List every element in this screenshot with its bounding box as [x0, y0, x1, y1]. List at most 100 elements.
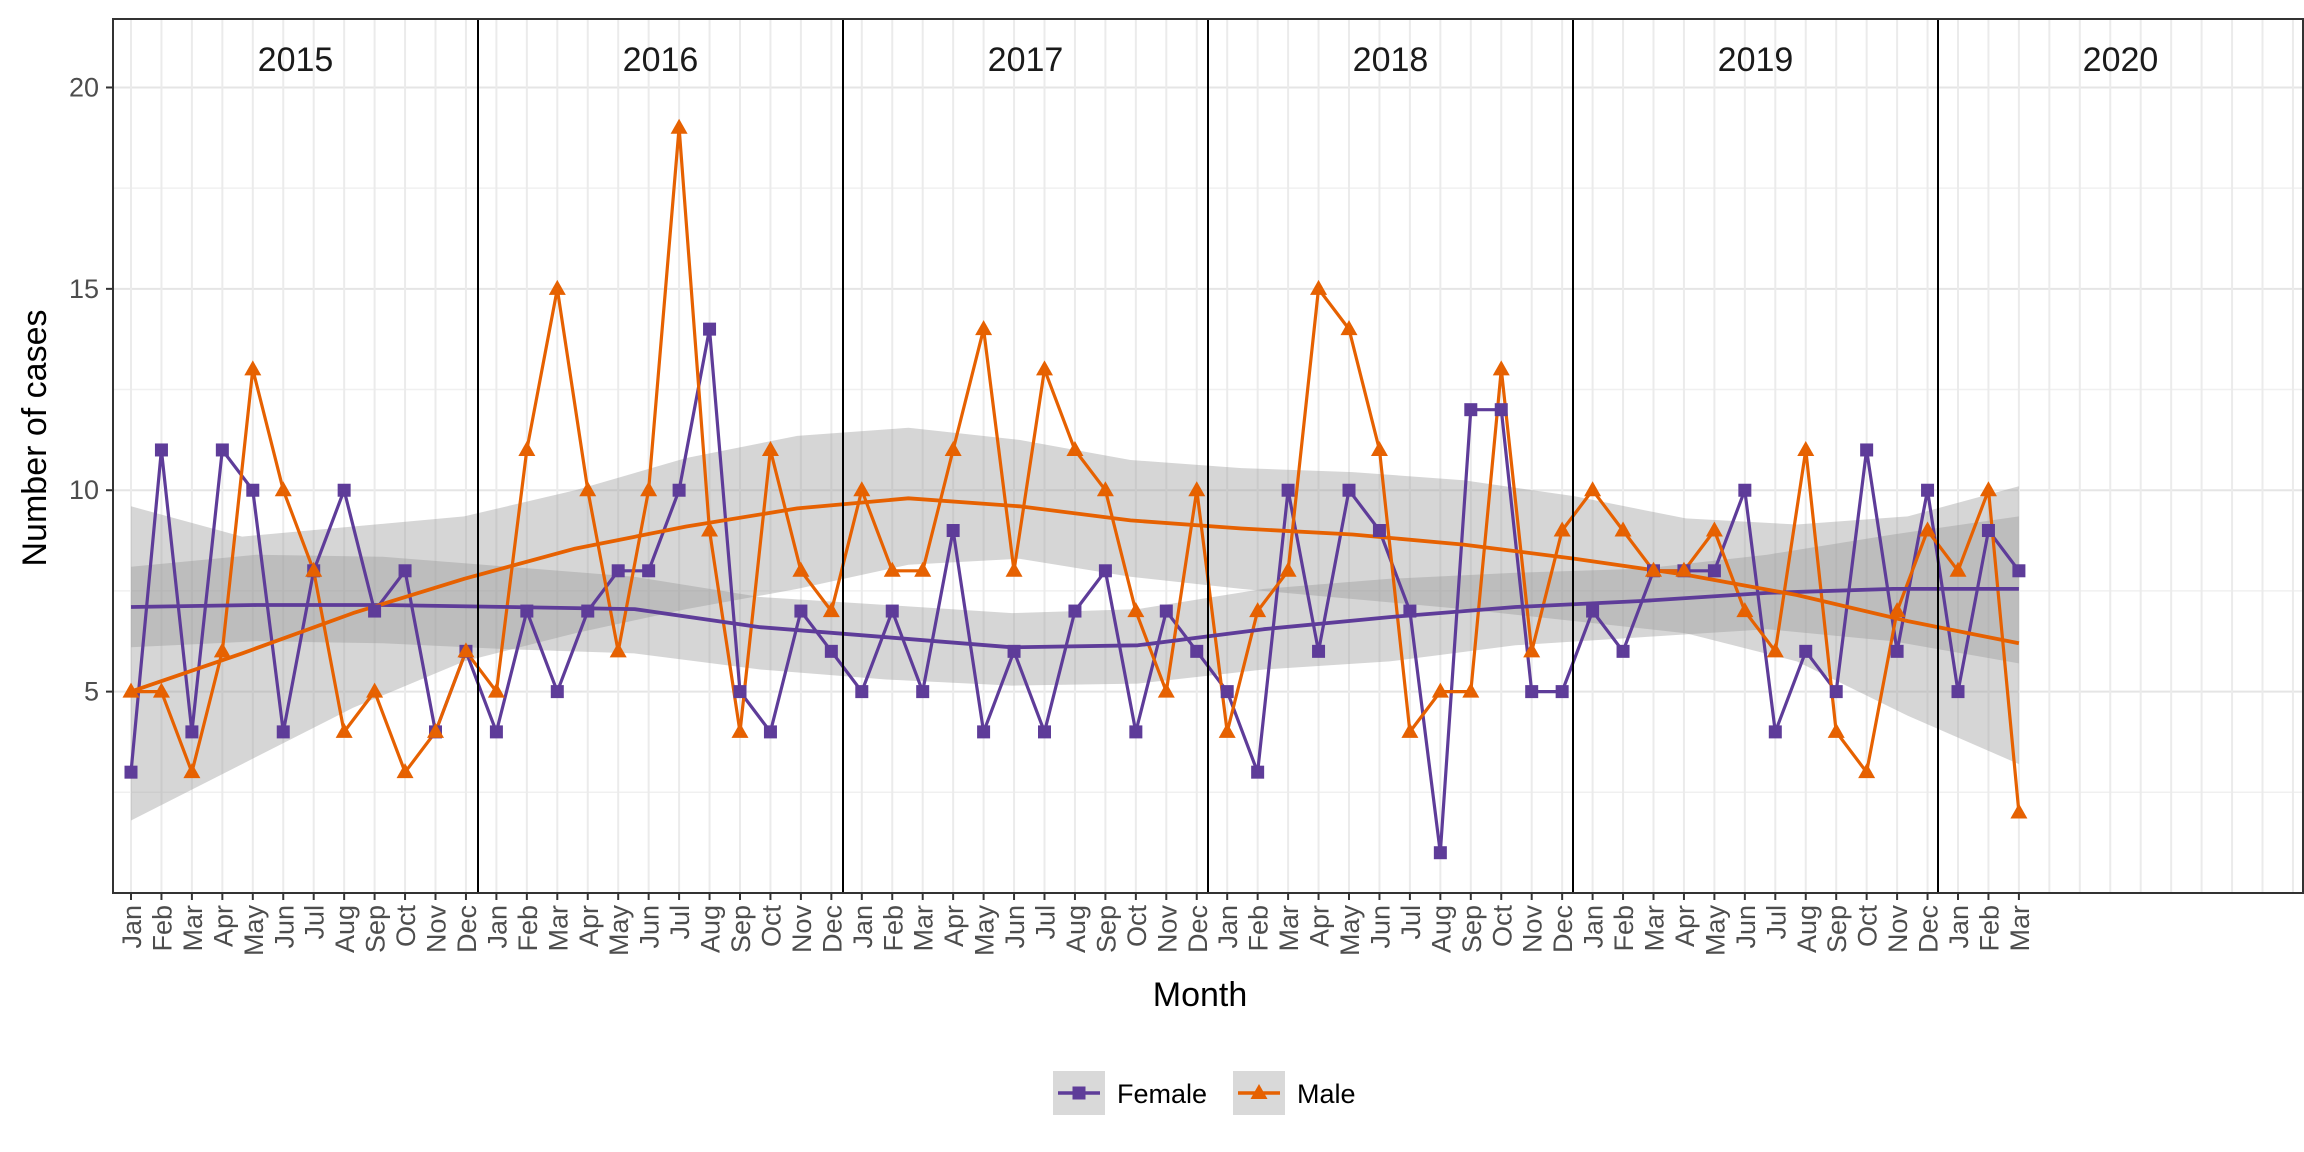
- x-tick-label: Aug: [1792, 905, 1822, 953]
- panel-label: 2017: [988, 41, 1064, 79]
- x-tick-label: Jun: [1731, 905, 1761, 949]
- data-point-male: [1370, 440, 1388, 456]
- data-point-female: [246, 483, 260, 497]
- x-tick-label: Nov: [1152, 905, 1182, 954]
- data-point-male: [1858, 763, 1876, 779]
- data-point-female: [1738, 483, 1752, 497]
- x-tick-label: May: [604, 905, 634, 957]
- data-point-male: [1096, 481, 1114, 497]
- x-tick-label: Nov: [1883, 905, 1913, 954]
- x-axis-title: Month: [1153, 976, 1248, 1014]
- data-point-female: [703, 322, 717, 336]
- data-point-male: [1249, 602, 1267, 618]
- data-point-female: [1494, 403, 1508, 417]
- data-point-male: [1462, 682, 1480, 698]
- data-point-male: [1218, 722, 1236, 738]
- legend-key-marker-male: [1250, 1084, 1268, 1099]
- data-point-female: [1890, 644, 1904, 658]
- plot-border: [112, 18, 2304, 894]
- data-point-female: [855, 685, 869, 699]
- data-point-male: [152, 682, 170, 698]
- x-tick-label: Aug: [330, 905, 360, 953]
- data-point-male: [1705, 521, 1723, 537]
- data-point-female: [824, 644, 838, 658]
- data-point-male: [1645, 561, 1662, 577]
- data-point-female: [276, 725, 290, 739]
- x-tick-label: Apr: [1670, 905, 1700, 947]
- data-point-male: [518, 440, 536, 456]
- data-point-male: [1584, 481, 1602, 497]
- x-axis: Jan Feb Mar Apr May Jun Jul Aug Sep Oct Nov Dec Jan F…: [117, 893, 2035, 956]
- data-point-female: [185, 725, 199, 739]
- data-point-male: [1157, 682, 1175, 698]
- data-point-female: [1251, 765, 1265, 779]
- data-point-male: [1492, 360, 1510, 376]
- x-tick-label: Jun: [635, 905, 665, 949]
- x-tick-label: Jun: [1365, 905, 1395, 949]
- data-point-male: [1979, 481, 1997, 497]
- data-point-male: [792, 561, 810, 577]
- data-point-male: [1188, 481, 1206, 497]
- data-point-male: [1736, 602, 1754, 618]
- trend-lines: [130, 496, 2020, 694]
- x-tick-label: Sep: [1457, 905, 1487, 953]
- x-tick-label: Jan: [117, 905, 147, 949]
- x-tick-label: Sep: [1091, 905, 1121, 953]
- data-point-female: [1433, 846, 1447, 860]
- data-point-male: [548, 279, 566, 295]
- data-point-female: [977, 725, 991, 739]
- x-tick-label: Dec: [1548, 905, 1578, 953]
- x-tick-label: Mar: [1640, 905, 1670, 952]
- data-point-female: [215, 443, 229, 457]
- data-point-female: [672, 483, 686, 497]
- data-point-male: [1766, 642, 1784, 658]
- data-point-male: [457, 642, 475, 658]
- panel-label: 2015: [258, 41, 334, 79]
- data-point-female: [1312, 644, 1326, 658]
- x-tick-label: Jan: [1213, 905, 1243, 949]
- data-point-male: [1949, 561, 1967, 577]
- data-point-male: [1127, 602, 1145, 618]
- trend-line-female: [130, 587, 2019, 650]
- data-point-female: [337, 483, 351, 497]
- y-axis-title: Number of cases: [16, 310, 54, 567]
- x-tick-label: Apr: [939, 905, 969, 947]
- x-tick-label: Oct: [1487, 905, 1517, 948]
- data-point-male: [1310, 279, 1328, 295]
- x-tick-label: Mar: [2005, 905, 2035, 952]
- x-tick-label: Apr: [1305, 905, 1335, 947]
- data-point-female: [1860, 443, 1874, 457]
- x-tick-label: Sep: [1822, 905, 1852, 953]
- x-tick-label: Oct: [756, 905, 786, 948]
- data-point-female: [154, 443, 168, 457]
- y-axis: 5 10 15 20: [69, 72, 113, 707]
- x-tick-label: Oct: [1853, 905, 1883, 948]
- data-point-male: [366, 682, 384, 698]
- data-point-male: [1523, 642, 1541, 658]
- panel-label: 2016: [623, 41, 699, 79]
- data-point-female: [1707, 564, 1721, 578]
- x-tick-label: Feb: [147, 905, 177, 952]
- data-point-female: [550, 685, 564, 699]
- data-point-female: [946, 524, 960, 538]
- data-point-female: [1799, 644, 1813, 658]
- data-point-male: [274, 481, 292, 497]
- data-point-male: [640, 481, 658, 497]
- data-point-male: [1401, 722, 1419, 738]
- data-point-female: [1372, 524, 1386, 538]
- data-point-male: [731, 722, 749, 738]
- x-tick-label: Jun: [1000, 905, 1030, 949]
- data-point-female: [1829, 685, 1843, 699]
- data-point-female: [1403, 604, 1417, 618]
- x-tick-label: Feb: [513, 905, 543, 952]
- y-tick-label: 5: [84, 677, 99, 707]
- data-point-male: [396, 763, 414, 779]
- data-point-male: [975, 320, 993, 336]
- x-tick-label: Apr: [574, 905, 604, 947]
- data-point-male: [944, 440, 962, 456]
- data-point-female: [611, 564, 625, 578]
- x-tick-label: Feb: [878, 905, 908, 952]
- data-point-female: [885, 604, 899, 618]
- data-point-female: [1220, 685, 1234, 699]
- data-point-female: [1464, 403, 1478, 417]
